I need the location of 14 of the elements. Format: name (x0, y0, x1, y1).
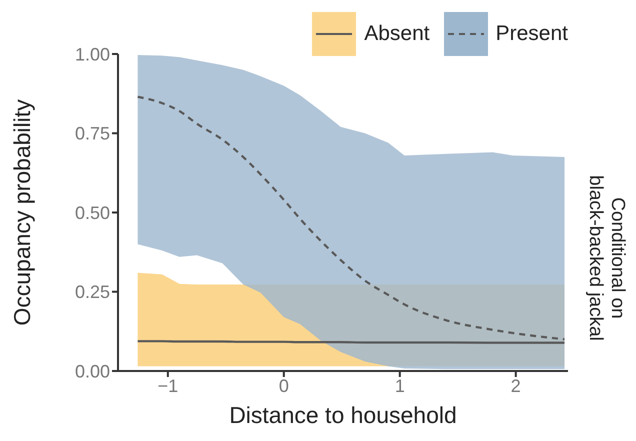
y2-axis-title: Conditional on black-backed jackal (584, 174, 628, 343)
legend-label: Present (496, 22, 568, 46)
y-tick-label: 1.00 (74, 44, 110, 64)
x-tick-label: 1 (394, 376, 405, 396)
x-tick-label: −1 (158, 376, 178, 396)
x-axis-title: Distance to household (229, 402, 457, 428)
y-tick-label: 0.50 (74, 202, 110, 223)
x-tick-label: 0 (278, 376, 289, 396)
y-axis-title: Occupancy probability (9, 98, 36, 326)
legend-label: Absent (364, 22, 430, 46)
y-tick-label: 0.75 (74, 124, 110, 144)
y-tick-label: 0.00 (74, 361, 110, 382)
x-tick-label: 2 (510, 376, 521, 396)
y-tick-label: 0.25 (74, 282, 110, 302)
